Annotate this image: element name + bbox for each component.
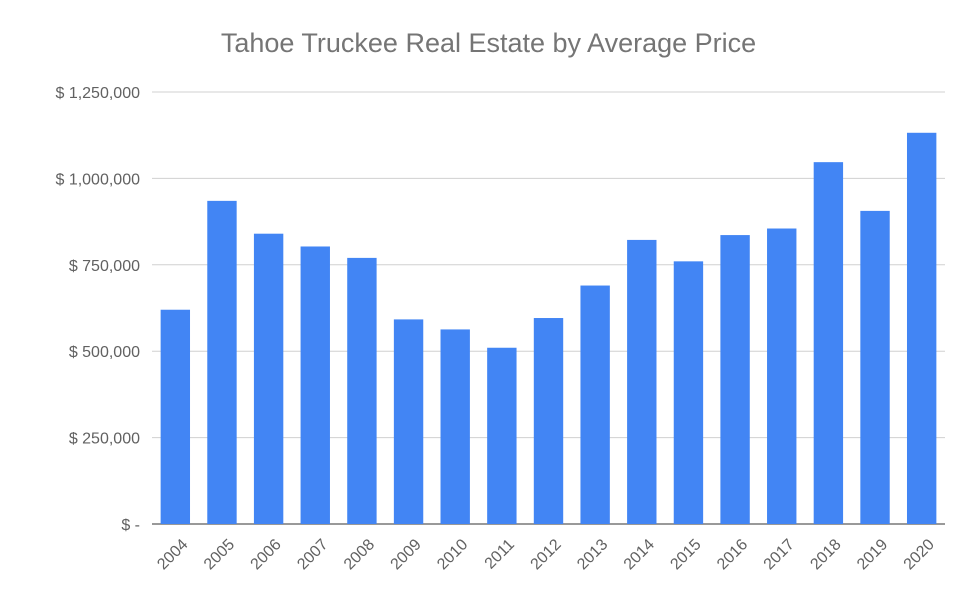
x-tick-label: 2019 [854, 536, 891, 573]
bar-2007 [300, 246, 330, 524]
y-tick-label: $ 250,000 [69, 431, 140, 448]
bar-2004 [160, 309, 191, 524]
y-tick-label: $ 1,250,000 [55, 85, 140, 102]
x-axis-tick-labels: 2004 2005 2006 2007 2008 2009 2010 2011 2012 2013… [154, 536, 938, 573]
x-tick-label: 2009 [388, 536, 425, 573]
x-tick-label: 2018 [807, 536, 844, 573]
bars [160, 132, 937, 525]
x-tick-label: 2004 [154, 536, 191, 573]
y-axis-tick-labels: $ - $ 250,000 $ 500,000 $ 750,000 $ 1,000,00… [55, 85, 140, 534]
bar-2016 [720, 235, 750, 524]
y-tick-label: $ - [121, 517, 140, 534]
x-tick-label: 2020 [901, 536, 938, 573]
x-tick-label: 2012 [527, 536, 564, 573]
bar-2011 [487, 347, 517, 524]
x-tick-label: 2007 [294, 536, 331, 573]
bar-2019 [860, 210, 890, 524]
x-tick-label: 2010 [434, 536, 471, 573]
x-tick-label: 2017 [761, 536, 798, 573]
x-tick-label: 2005 [201, 536, 238, 573]
bar-2009 [393, 319, 424, 524]
x-tick-label: 2015 [667, 536, 704, 573]
bar-2020 [906, 132, 937, 524]
x-tick-label: 2006 [248, 536, 285, 573]
y-tick-label: $ 750,000 [69, 258, 140, 275]
bar-2013 [580, 285, 610, 524]
bar-2015 [673, 261, 704, 524]
y-tick-label: $ 500,000 [69, 344, 140, 361]
x-tick-label: 2008 [341, 536, 378, 573]
bar-2017 [767, 228, 797, 524]
bar-2005 [207, 200, 237, 524]
x-tick-label: 2013 [574, 536, 611, 573]
chart-title: Tahoe Truckee Real Estate by Average Pri… [220, 28, 757, 58]
bar-2012 [533, 318, 564, 524]
y-tick-label: $ 1,000,000 [55, 171, 140, 188]
bar-2006 [253, 233, 284, 525]
bar-2014 [627, 239, 657, 524]
bar-2018 [813, 162, 844, 524]
bar-2008 [347, 257, 377, 524]
x-tick-label: 2016 [714, 536, 751, 573]
x-tick-label: 2011 [482, 536, 518, 572]
x-tick-label: 2014 [621, 536, 658, 573]
bar-2010 [440, 329, 470, 524]
